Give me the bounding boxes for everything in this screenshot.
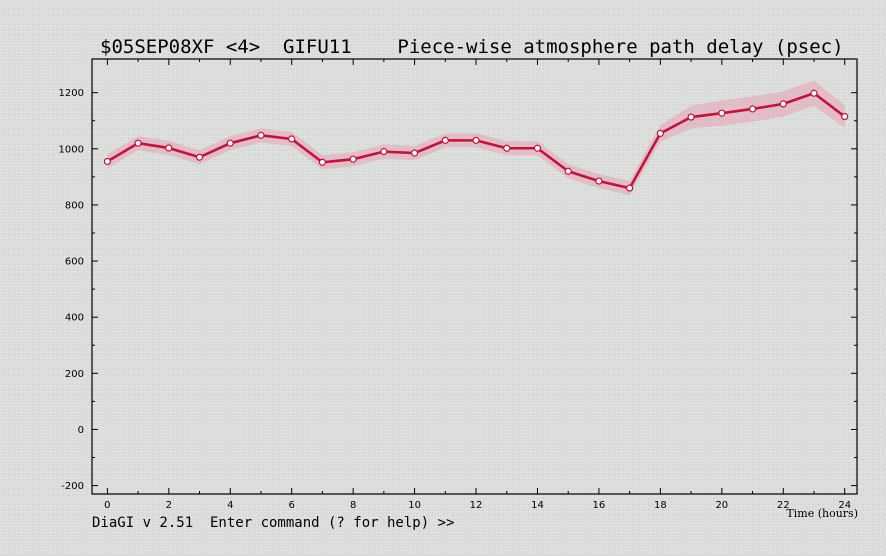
x-tick-label: 24 xyxy=(838,500,851,511)
x-tick-label: 22 xyxy=(777,500,790,511)
x-tick-label: 4 xyxy=(227,500,233,511)
x-tick-label: 20 xyxy=(715,500,728,511)
y-tick-label: 200 xyxy=(65,369,84,380)
data-point xyxy=(687,113,695,121)
x-tick-label: 14 xyxy=(531,500,544,511)
data-point xyxy=(226,139,234,147)
x-tick-label: 2 xyxy=(166,500,172,511)
y-tick-label: 0 xyxy=(78,425,84,436)
y-tick-label: 1000 xyxy=(59,144,84,155)
data-point xyxy=(349,155,357,163)
data-point xyxy=(134,139,142,147)
data-point xyxy=(503,144,511,152)
chart-title: $05SEP08XF <4> GIFU11 Piece-wise atmosph… xyxy=(100,36,844,58)
data-point xyxy=(472,136,480,144)
data-point xyxy=(318,158,327,166)
y-tick-label: 800 xyxy=(65,200,84,211)
x-tick-label: 18 xyxy=(654,500,667,511)
command-prompt[interactable]: DiaGI v 2.51 Enter command (? for help) … xyxy=(92,515,455,531)
data-point xyxy=(841,112,849,121)
data-point xyxy=(779,100,787,108)
data-point-layer xyxy=(103,89,849,192)
data-point xyxy=(410,149,419,157)
data-point xyxy=(718,109,726,117)
x-tick-label: 16 xyxy=(593,500,606,511)
x-tick-label: 8 xyxy=(350,500,356,511)
y-tick-label: -200 xyxy=(61,481,84,492)
data-point xyxy=(748,105,757,113)
data-point xyxy=(288,135,296,143)
data-point xyxy=(165,144,173,152)
plot-frame xyxy=(91,58,858,495)
data-point xyxy=(441,136,449,144)
data-point xyxy=(595,177,603,185)
x-tick-label: 12 xyxy=(470,500,483,511)
y-tick-label: 1200 xyxy=(59,88,84,99)
x-tick-label: 10 xyxy=(408,500,421,511)
data-point xyxy=(380,148,388,156)
y-tick-label: 400 xyxy=(65,313,84,324)
x-axis-label: Time (hours) xyxy=(786,507,858,520)
data-point xyxy=(257,131,265,139)
data-point xyxy=(533,144,542,152)
x-tick-label: 6 xyxy=(289,500,295,511)
data-point xyxy=(810,89,818,97)
y-tick-label: 600 xyxy=(65,257,84,268)
data-point xyxy=(195,153,204,161)
data-point xyxy=(103,157,111,166)
x-tick-label: 0 xyxy=(104,500,110,511)
data-point xyxy=(656,129,664,137)
data-point xyxy=(626,184,634,192)
data-point xyxy=(564,167,572,175)
